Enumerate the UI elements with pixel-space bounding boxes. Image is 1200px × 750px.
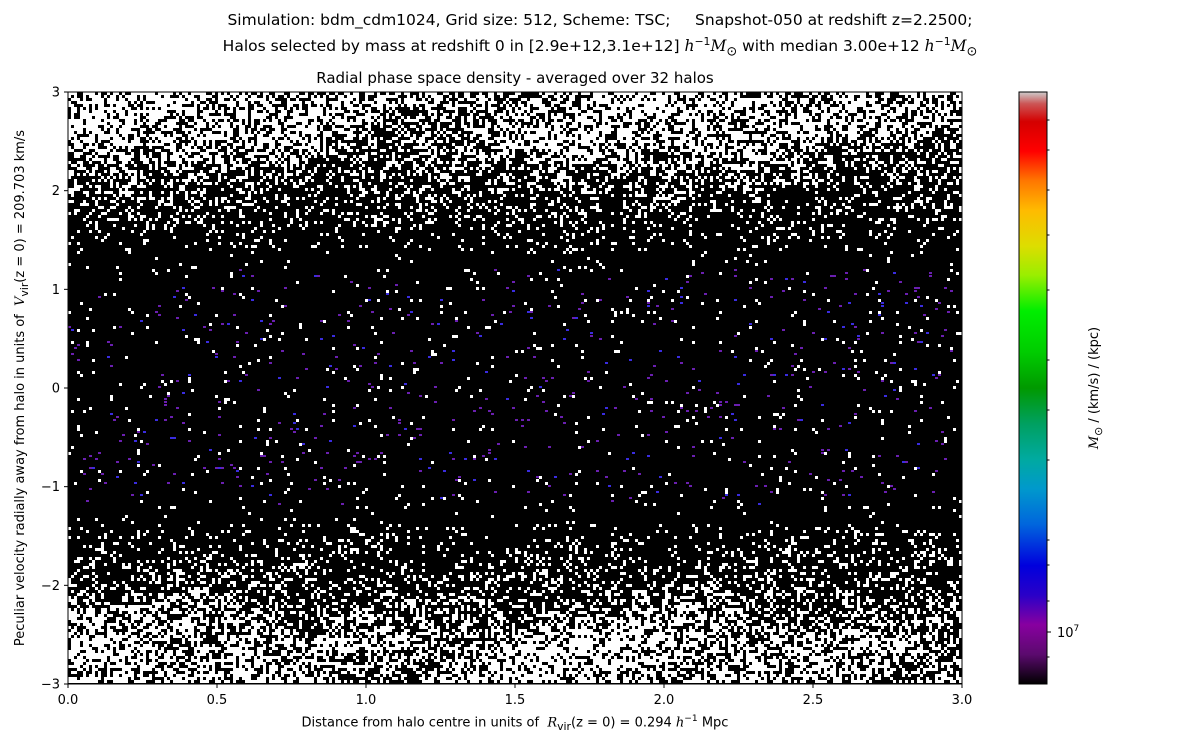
y-tick-label: 3 bbox=[52, 86, 60, 101]
y-tick-label: −3 bbox=[41, 678, 60, 693]
figure-suptitle-line1: Simulation: bdm_cdm1024, Grid size: 512,… bbox=[227, 11, 973, 29]
colorbar bbox=[1018, 91, 1048, 685]
figure-suptitle-line2: Halos selected by mass at redshift 0 in … bbox=[222, 35, 978, 60]
y-tick-label: 0 bbox=[52, 382, 60, 397]
axes-title: Radial phase space density - averaged ov… bbox=[316, 69, 714, 87]
x-tick-label: 3.0 bbox=[952, 693, 973, 708]
x-tick-label: 2.5 bbox=[803, 693, 824, 708]
x-tick-label: 1.5 bbox=[505, 693, 526, 708]
x-axis-label: Distance from halo centre in units of Rv… bbox=[301, 714, 729, 733]
heatmap-empty-bins bbox=[68, 92, 962, 683]
colorbar-tick-label: 107 bbox=[1057, 624, 1079, 641]
x-tick-label: 1.0 bbox=[356, 693, 377, 708]
x-tick-label: 0.5 bbox=[207, 693, 228, 708]
y-tick-label: −2 bbox=[41, 579, 60, 594]
y-tick-label: −1 bbox=[41, 480, 60, 495]
colorbar-label: M⊙ / (km/s) / (kpc) bbox=[1087, 326, 1105, 450]
x-tick-label: 0.0 bbox=[58, 693, 79, 708]
y-tick-label: 2 bbox=[52, 184, 60, 199]
y-axis-label: Peculiar velocity radially away from hal… bbox=[13, 129, 31, 647]
x-tick-label: 2.0 bbox=[654, 693, 675, 708]
y-tick-label: 1 bbox=[52, 283, 60, 298]
